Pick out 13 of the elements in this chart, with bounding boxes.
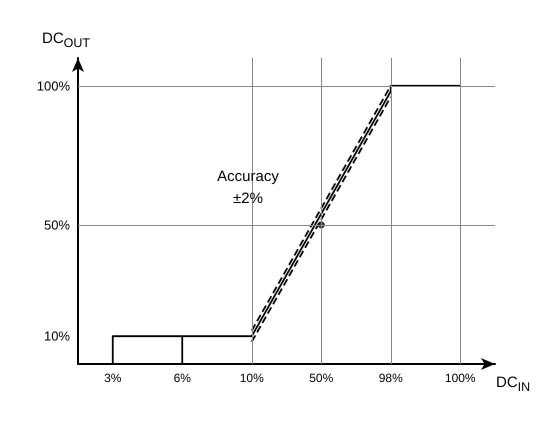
x-tick-label: 100%	[444, 371, 476, 385]
annotation: ±2%	[232, 190, 264, 207]
x-tick-label: 3%	[104, 371, 122, 385]
x-tick-label: 10%	[240, 371, 264, 385]
y-tick-label: 100%	[36, 78, 70, 94]
x-axis-title: DC$_{IN}$	[496, 374, 530, 394]
y-tick-label: 50%	[44, 217, 70, 232]
y-axis-title: DC$_{OUT}$	[42, 30, 90, 50]
y-tick-label: 10%	[44, 328, 70, 344]
annotation: Accuracy	[216, 168, 280, 185]
x-tick-label: 98%	[378, 371, 404, 385]
x-tick-label: 50%	[309, 371, 334, 385]
x-tick-label: 6%	[174, 371, 192, 385]
